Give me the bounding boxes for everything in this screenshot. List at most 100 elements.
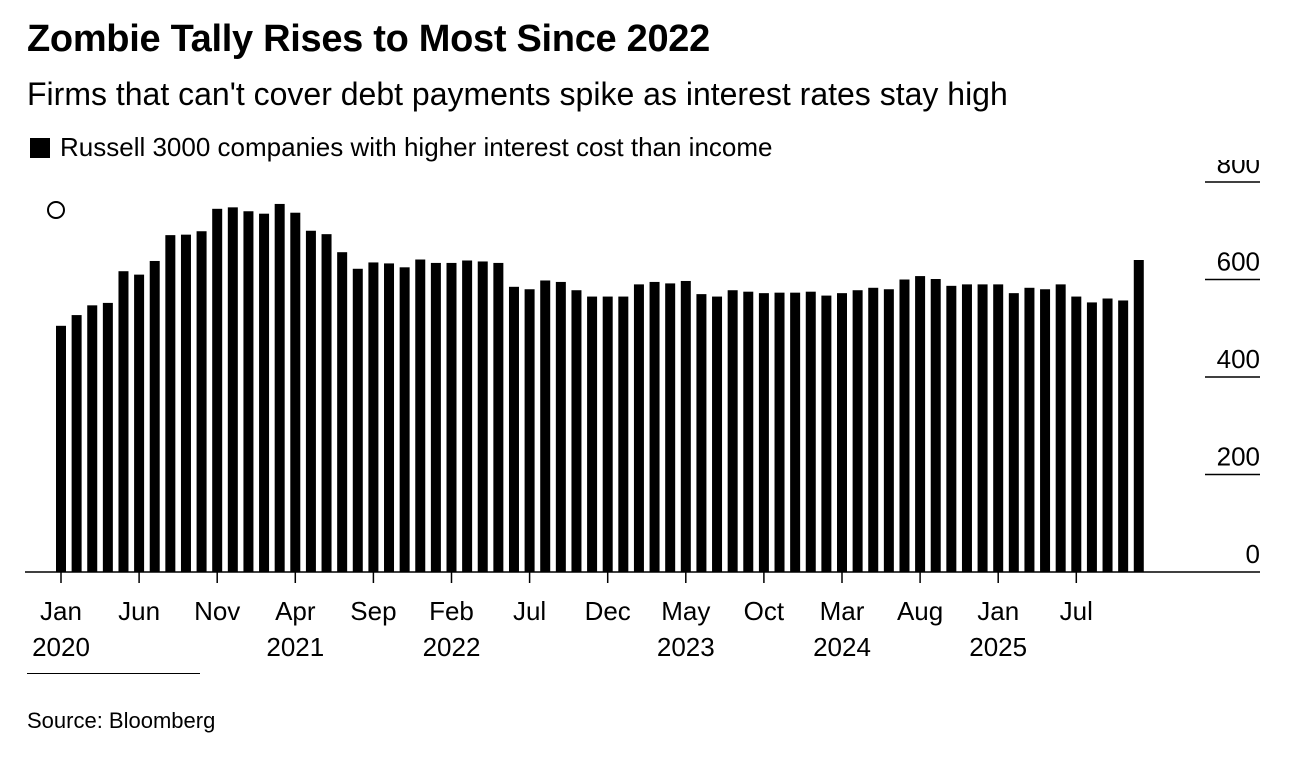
x-tick-year-label: 2025 bbox=[969, 632, 1027, 662]
chart-subtitle: Firms that can't cover debt payments spi… bbox=[27, 76, 1008, 112]
bar bbox=[665, 283, 676, 572]
bar bbox=[477, 261, 488, 572]
x-tick-label: Feb bbox=[429, 596, 474, 626]
bar bbox=[274, 203, 285, 572]
bar bbox=[727, 290, 738, 572]
bar bbox=[805, 291, 816, 572]
x-tick-label: Apr bbox=[275, 596, 316, 626]
bar bbox=[1040, 289, 1051, 572]
bar bbox=[321, 234, 332, 572]
bar bbox=[961, 284, 972, 572]
source-divider bbox=[27, 673, 200, 674]
bar bbox=[540, 280, 551, 572]
x-tick-year-label: 2023 bbox=[657, 632, 715, 662]
bar bbox=[71, 315, 82, 572]
bar bbox=[1024, 287, 1035, 572]
bar bbox=[774, 292, 785, 572]
bar bbox=[368, 262, 379, 572]
legend-swatch bbox=[30, 137, 50, 158]
bar bbox=[712, 296, 723, 572]
x-tick-label: Mar bbox=[820, 596, 865, 626]
bar bbox=[212, 208, 223, 572]
x-tick-year-label: 2022 bbox=[423, 632, 481, 662]
bar bbox=[196, 231, 207, 573]
bar bbox=[102, 302, 113, 572]
bar bbox=[602, 296, 613, 572]
x-tick-year-label: 2020 bbox=[32, 632, 90, 662]
bar bbox=[165, 235, 176, 572]
bar bbox=[134, 274, 145, 572]
bar bbox=[337, 252, 348, 572]
bar bbox=[1118, 300, 1129, 572]
bar bbox=[415, 259, 426, 572]
bar bbox=[1055, 284, 1066, 572]
bar bbox=[56, 325, 66, 572]
bar bbox=[1008, 293, 1019, 572]
bar-chart: 0 200 400 600 800 Jan 2020 Jun Nov Apr 2021 Sep Feb 2… bbox=[25, 160, 1260, 662]
x-tick-label: Jan bbox=[977, 596, 1019, 626]
bar bbox=[868, 287, 879, 572]
bar bbox=[587, 296, 598, 572]
bar bbox=[149, 260, 160, 572]
bar bbox=[1133, 260, 1144, 572]
bar bbox=[1102, 298, 1113, 572]
bar bbox=[977, 284, 988, 572]
bar bbox=[524, 289, 535, 572]
y-tick-label: 400 bbox=[1217, 344, 1260, 374]
bar bbox=[946, 285, 957, 572]
bar bbox=[696, 294, 707, 572]
bar bbox=[227, 207, 238, 572]
bar bbox=[852, 290, 863, 572]
bar bbox=[1071, 296, 1082, 572]
bar bbox=[649, 281, 660, 572]
x-tick-label: Jun bbox=[118, 596, 160, 626]
x-tick-year-label: 2021 bbox=[266, 632, 324, 662]
bar bbox=[384, 263, 395, 572]
x-tick-label: Oct bbox=[744, 596, 785, 626]
x-tick-label: Jan bbox=[40, 596, 82, 626]
bar bbox=[915, 276, 926, 572]
legend-label: Russell 3000 companies with higher inter… bbox=[60, 132, 773, 162]
y-tick-label: 0 bbox=[1246, 539, 1260, 569]
y-tick-label: 800 bbox=[1217, 160, 1260, 179]
bar bbox=[305, 230, 316, 572]
x-tick-label: Aug bbox=[897, 596, 943, 626]
bar bbox=[790, 292, 801, 572]
bar bbox=[930, 279, 941, 572]
y-tick-label: 200 bbox=[1217, 442, 1260, 472]
bar bbox=[430, 262, 441, 572]
bar bbox=[243, 211, 254, 572]
x-tick-label: May bbox=[661, 596, 710, 626]
source-note: Source: Bloomberg bbox=[27, 708, 216, 733]
bar bbox=[399, 267, 410, 572]
x-tick-year-label: 2024 bbox=[813, 632, 871, 662]
bar bbox=[446, 262, 457, 572]
y-tick-label: 600 bbox=[1217, 247, 1260, 277]
bar bbox=[993, 284, 1004, 572]
x-tick-label: Jul bbox=[1060, 596, 1093, 626]
bar bbox=[290, 212, 301, 572]
bar bbox=[462, 260, 473, 572]
bar bbox=[883, 289, 894, 572]
bar bbox=[118, 271, 129, 572]
bar bbox=[758, 293, 769, 572]
bar bbox=[633, 284, 644, 572]
bar bbox=[571, 290, 582, 572]
x-tick-label: Jul bbox=[513, 596, 546, 626]
bar bbox=[743, 291, 754, 572]
bar bbox=[1086, 302, 1097, 572]
x-tick-label: Dec bbox=[585, 596, 631, 626]
bar bbox=[618, 296, 629, 572]
no-data-marker bbox=[47, 201, 65, 219]
bar bbox=[837, 293, 847, 572]
bar bbox=[352, 268, 363, 572]
bar bbox=[899, 279, 910, 572]
bar bbox=[87, 305, 98, 572]
bar bbox=[555, 281, 566, 572]
bar bbox=[493, 262, 504, 572]
bar bbox=[680, 280, 691, 572]
bar bbox=[259, 213, 270, 572]
bar bbox=[180, 234, 191, 572]
bar bbox=[508, 286, 519, 572]
bar bbox=[821, 295, 832, 572]
